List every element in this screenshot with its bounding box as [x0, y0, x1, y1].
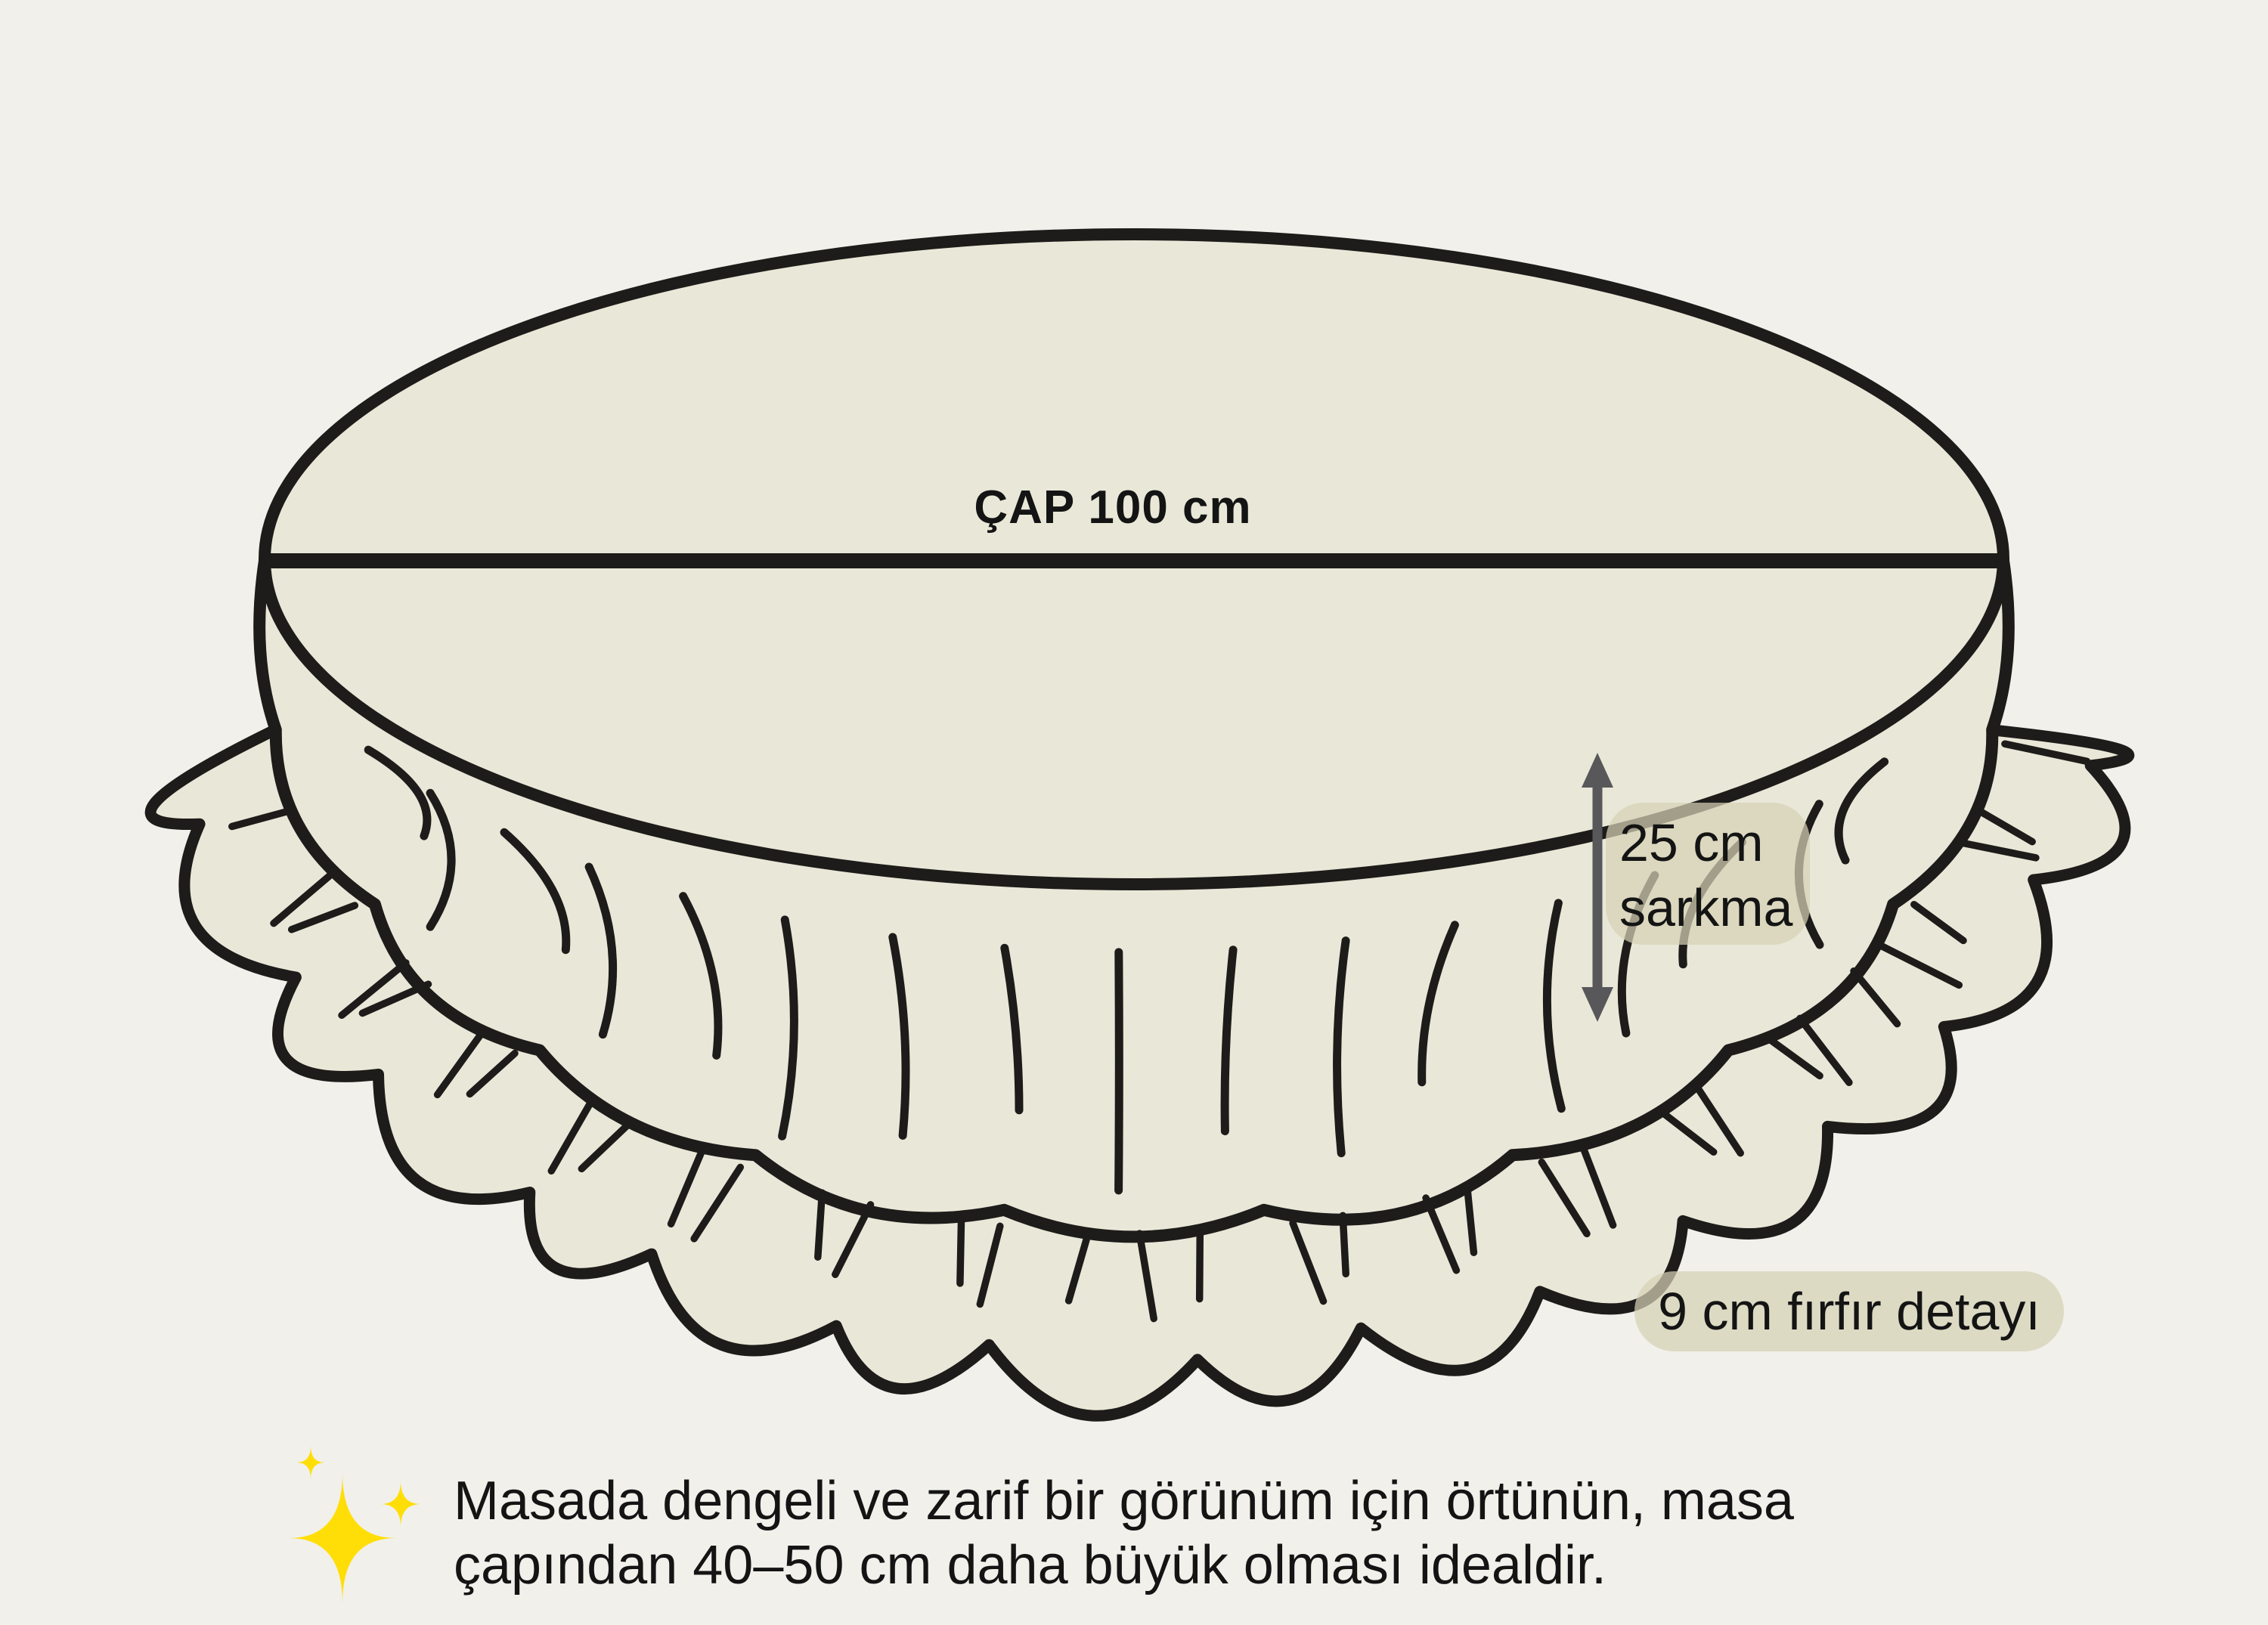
- arrow-head-up: [1582, 753, 1613, 788]
- ruffle-label: 9 cm fırfır detayı: [1634, 1271, 2064, 1351]
- drop-label-unit: sarkma: [1619, 878, 1793, 937]
- sparkle-star-large: [289, 1473, 396, 1603]
- drop-label: 25 cm sarkma: [1606, 803, 1810, 945]
- sparkle-icon: [289, 1446, 421, 1603]
- caption: Masada dengeli ve zarif bir görünüm için…: [454, 1469, 1794, 1598]
- sparkle-star-small: [296, 1446, 325, 1479]
- double-arrow-vertical-icon: [1582, 753, 1613, 1022]
- drop-label-value: 25 cm: [1619, 813, 1764, 872]
- caption-line-1: Masada dengeli ve zarif bir görünüm için…: [454, 1471, 1794, 1531]
- caption-line-2: çapından 40–50 cm daha büyük olması idea…: [454, 1535, 1607, 1596]
- sparkle-star-medium: [380, 1481, 421, 1528]
- arrow-head-down: [1582, 987, 1613, 1022]
- diameter-label: ÇAP 100 cm: [974, 481, 1252, 534]
